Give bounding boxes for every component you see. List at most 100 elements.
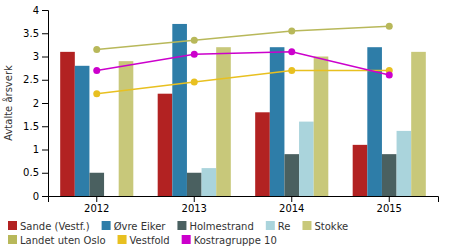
y-tick: 4 bbox=[33, 5, 48, 16]
legend-label: Re bbox=[278, 221, 291, 232]
legend-label: Landet uten Oslo bbox=[20, 235, 106, 246]
line-marker bbox=[93, 46, 100, 53]
chart-container: Sande (Vestf.) Øvre Eiker Holmestrand Re Sto… bbox=[0, 0, 450, 252]
line bbox=[97, 26, 390, 49]
y-tick-mark bbox=[42, 103, 48, 104]
bar bbox=[202, 168, 217, 196]
bar-series bbox=[202, 122, 412, 196]
y-tick: 3 bbox=[33, 51, 48, 62]
y-tick-mark bbox=[42, 173, 48, 174]
line-marker bbox=[93, 90, 100, 97]
bar bbox=[284, 154, 299, 196]
legend-item: Holmestrand bbox=[177, 221, 253, 232]
bar-series bbox=[119, 47, 426, 196]
legend-label: Kostragruppe 10 bbox=[194, 235, 277, 246]
y-tick-label: 0.5 bbox=[23, 167, 39, 178]
legend-item: Vestfold bbox=[118, 235, 170, 246]
y-tick-mark bbox=[42, 126, 48, 127]
y-tick: 3.5 bbox=[23, 28, 48, 39]
y-tick-label: 3 bbox=[33, 51, 39, 62]
line-marker bbox=[93, 67, 100, 74]
y-tick-mark bbox=[42, 150, 48, 151]
y-tick-mark bbox=[42, 10, 48, 11]
y-axis-line bbox=[42, 11, 49, 197]
x-tick-label: 2013 bbox=[182, 203, 207, 214]
legend-item: Kostragruppe 10 bbox=[182, 235, 277, 246]
y-tick-mark bbox=[42, 33, 48, 34]
line-series bbox=[93, 48, 393, 78]
chart-svg: Sande (Vestf.) Øvre Eiker Holmestrand Re Sto… bbox=[0, 0, 450, 252]
bar bbox=[255, 112, 270, 196]
x-tick-mark bbox=[389, 196, 390, 202]
x-tick-mark bbox=[96, 196, 97, 202]
legend-label: Stokke bbox=[314, 221, 348, 232]
bar bbox=[187, 173, 202, 196]
y-tick-mark bbox=[42, 196, 48, 197]
x-tick-label: 2015 bbox=[377, 203, 402, 214]
x-tick-mark bbox=[291, 196, 292, 202]
legend-swatch bbox=[182, 235, 191, 244]
bar-series bbox=[60, 52, 367, 196]
bar bbox=[89, 173, 104, 196]
y-tick-label: 4 bbox=[33, 5, 39, 16]
bar bbox=[411, 52, 426, 196]
legend-swatch bbox=[8, 221, 17, 230]
x-tick: 2012 bbox=[84, 196, 109, 214]
legend-label: Vestfold bbox=[130, 235, 170, 246]
line-marker bbox=[386, 72, 393, 79]
bar bbox=[314, 57, 329, 197]
y-tick-mark bbox=[42, 57, 48, 58]
legend-item: Stokke bbox=[302, 221, 348, 232]
bar bbox=[353, 145, 368, 196]
line bbox=[97, 70, 390, 93]
legend-label: Holmestrand bbox=[189, 221, 253, 232]
x-axis: 2012 2013 2014 2015 bbox=[49, 196, 439, 214]
legend-item: Øvre Eiker bbox=[102, 221, 167, 232]
legend-swatch bbox=[8, 235, 17, 244]
y-tick: 0 bbox=[33, 191, 48, 202]
legend-swatch bbox=[102, 221, 111, 230]
bar bbox=[382, 154, 397, 196]
y-tick-mark bbox=[42, 80, 48, 81]
bar bbox=[270, 47, 285, 196]
line-marker bbox=[191, 51, 198, 58]
marks bbox=[60, 23, 426, 196]
y-tick-label: 2 bbox=[33, 98, 39, 109]
legend: Sande (Vestf.) Øvre Eiker Holmestrand Re Sto… bbox=[8, 221, 348, 246]
x-axis-line bbox=[49, 197, 439, 203]
bar bbox=[397, 131, 412, 196]
y-axis-title: Avtalte årsverk bbox=[2, 65, 14, 141]
legend-swatch bbox=[266, 221, 275, 230]
x-tick-label: 2012 bbox=[84, 203, 109, 214]
bar bbox=[216, 47, 231, 196]
bar bbox=[60, 52, 75, 196]
line-series bbox=[93, 23, 393, 53]
legend-label: Sande (Vestf.) bbox=[20, 221, 90, 232]
legend-item: Landet uten Oslo bbox=[8, 235, 106, 246]
bar bbox=[367, 47, 382, 196]
line-marker bbox=[288, 48, 295, 55]
y-tick-label: 3.5 bbox=[23, 28, 39, 39]
line-marker bbox=[191, 79, 198, 86]
x-tick-mark bbox=[194, 196, 195, 202]
x-tick: 2015 bbox=[377, 196, 402, 214]
y-tick-label: 2.5 bbox=[23, 74, 39, 85]
line-marker bbox=[288, 27, 295, 34]
x-tick-label: 2014 bbox=[279, 203, 304, 214]
y-tick: 1 bbox=[33, 144, 48, 155]
line-marker bbox=[191, 37, 198, 44]
x-tick: 2013 bbox=[182, 196, 207, 214]
bar bbox=[75, 66, 90, 196]
bar bbox=[158, 94, 173, 196]
y-axis: 0 0.5 1 1.5 2 2.5 3 3.5 4 bbox=[23, 5, 48, 202]
bar bbox=[119, 61, 134, 196]
line bbox=[97, 52, 390, 75]
legend-swatch bbox=[118, 235, 127, 244]
y-tick-label: 1.5 bbox=[23, 121, 39, 132]
y-tick: 2 bbox=[33, 98, 48, 109]
legend-item: Re bbox=[266, 221, 291, 232]
y-tick-label: 1 bbox=[33, 144, 39, 155]
legend-item: Sande (Vestf.) bbox=[8, 221, 90, 232]
legend-swatch bbox=[302, 221, 311, 230]
line-series bbox=[93, 67, 393, 97]
